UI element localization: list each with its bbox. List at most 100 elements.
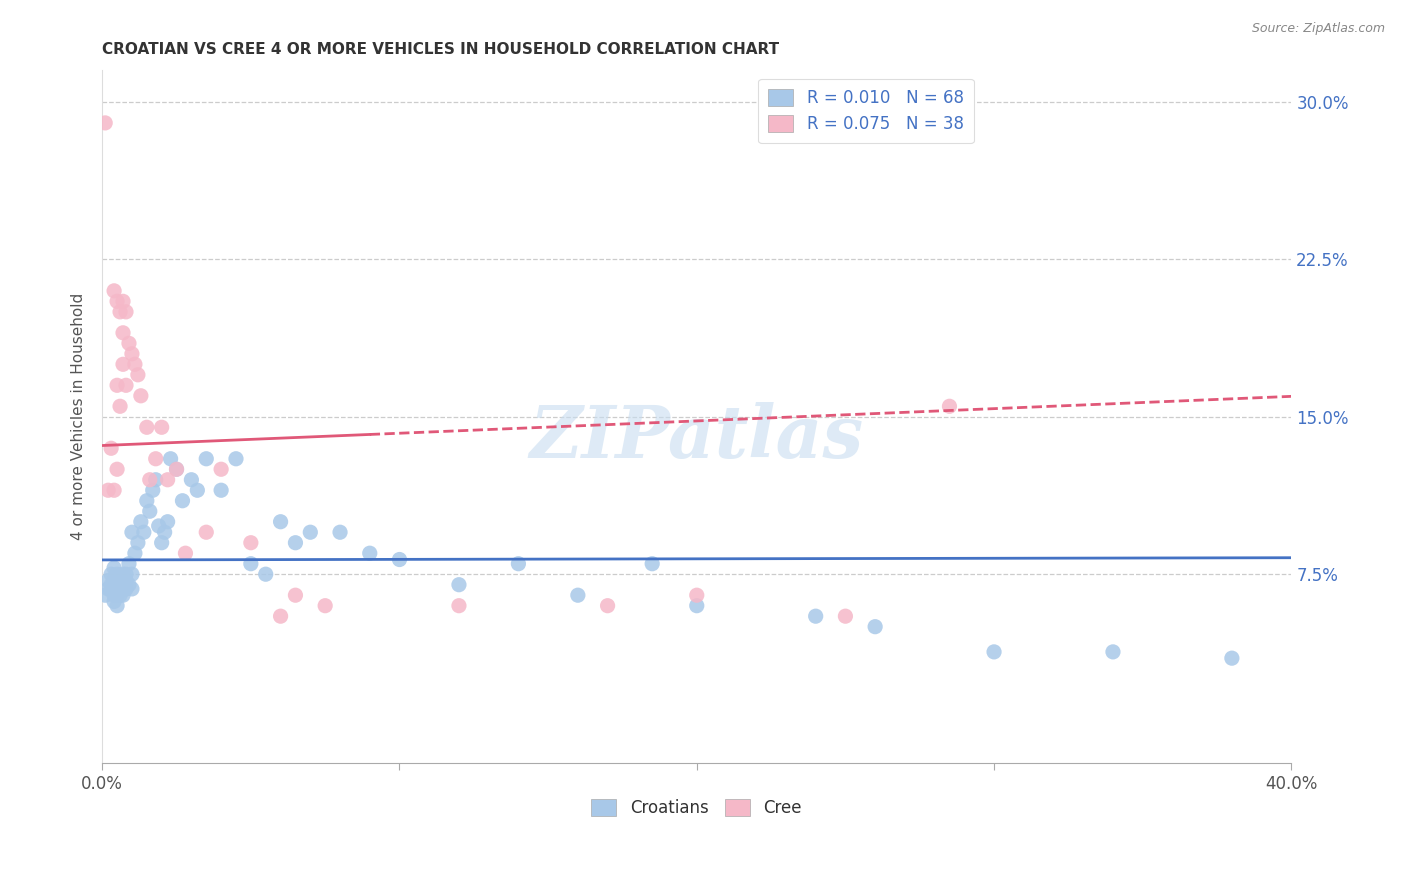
Point xyxy=(103,561,125,575)
Point xyxy=(145,473,167,487)
Point xyxy=(174,546,197,560)
Point xyxy=(239,535,262,549)
Point xyxy=(150,535,173,549)
Point xyxy=(129,389,152,403)
Point xyxy=(103,284,125,298)
Point xyxy=(150,420,173,434)
Point xyxy=(145,451,167,466)
Point xyxy=(166,462,188,476)
Point xyxy=(596,599,619,613)
Point xyxy=(938,399,960,413)
Point xyxy=(108,588,131,602)
Point xyxy=(270,515,292,529)
Point xyxy=(124,357,146,371)
Point xyxy=(111,357,134,371)
Point xyxy=(105,567,128,582)
Point xyxy=(156,473,179,487)
Point xyxy=(209,483,232,498)
Point xyxy=(135,493,157,508)
Point xyxy=(121,347,143,361)
Point xyxy=(108,399,131,413)
Point xyxy=(118,577,141,591)
Point xyxy=(115,582,138,596)
Point xyxy=(129,515,152,529)
Text: Source: ZipAtlas.com: Source: ZipAtlas.com xyxy=(1251,22,1385,36)
Point xyxy=(111,577,134,591)
Point xyxy=(103,483,125,498)
Point xyxy=(284,588,307,602)
Point xyxy=(94,116,117,130)
Point xyxy=(108,305,131,319)
Point xyxy=(115,574,138,588)
Point xyxy=(97,582,120,596)
Point xyxy=(115,378,138,392)
Point xyxy=(225,451,247,466)
Point xyxy=(329,525,352,540)
Point xyxy=(108,577,131,591)
Point xyxy=(195,525,218,540)
Point xyxy=(804,609,827,624)
Point xyxy=(118,557,141,571)
Point xyxy=(239,557,262,571)
Point xyxy=(132,525,155,540)
Text: ZIPatlas: ZIPatlas xyxy=(530,402,863,473)
Point xyxy=(105,294,128,309)
Point xyxy=(359,546,381,560)
Point xyxy=(284,535,307,549)
Point xyxy=(100,567,122,582)
Point xyxy=(139,504,162,518)
Point xyxy=(103,588,125,602)
Point xyxy=(115,305,138,319)
Point xyxy=(100,582,122,596)
Point xyxy=(121,567,143,582)
Point xyxy=(567,588,589,602)
Point xyxy=(135,420,157,434)
Point xyxy=(1220,651,1243,665)
Point xyxy=(172,493,194,508)
Point xyxy=(209,462,232,476)
Point xyxy=(103,574,125,588)
Point xyxy=(447,577,470,591)
Point xyxy=(195,451,218,466)
Point xyxy=(105,582,128,596)
Point xyxy=(111,326,134,340)
Point xyxy=(159,451,181,466)
Point xyxy=(447,599,470,613)
Point xyxy=(97,574,120,588)
Point xyxy=(148,519,170,533)
Point xyxy=(388,552,411,566)
Point xyxy=(111,294,134,309)
Point xyxy=(166,462,188,476)
Point xyxy=(100,577,122,591)
Point xyxy=(254,567,277,582)
Point xyxy=(270,609,292,624)
Point xyxy=(863,620,886,634)
Point xyxy=(105,378,128,392)
Point xyxy=(508,557,530,571)
Text: CROATIAN VS CREE 4 OR MORE VEHICLES IN HOUSEHOLD CORRELATION CHART: CROATIAN VS CREE 4 OR MORE VEHICLES IN H… xyxy=(103,42,779,57)
Point xyxy=(115,567,138,582)
Point xyxy=(97,483,120,498)
Point xyxy=(299,525,322,540)
Point xyxy=(686,588,709,602)
Point xyxy=(834,609,856,624)
Point xyxy=(314,599,336,613)
Point xyxy=(94,588,117,602)
Legend: Croatians, Cree: Croatians, Cree xyxy=(585,793,808,824)
Point xyxy=(100,442,122,456)
Point xyxy=(105,588,128,602)
Point xyxy=(142,483,165,498)
Point xyxy=(139,473,162,487)
Point xyxy=(108,574,131,588)
Point xyxy=(121,582,143,596)
Point xyxy=(105,577,128,591)
Point xyxy=(111,567,134,582)
Point xyxy=(641,557,664,571)
Point xyxy=(186,483,208,498)
Point xyxy=(105,599,128,613)
Point xyxy=(124,546,146,560)
Point xyxy=(127,535,149,549)
Point xyxy=(153,525,176,540)
Point xyxy=(1102,645,1125,659)
Point xyxy=(111,588,134,602)
